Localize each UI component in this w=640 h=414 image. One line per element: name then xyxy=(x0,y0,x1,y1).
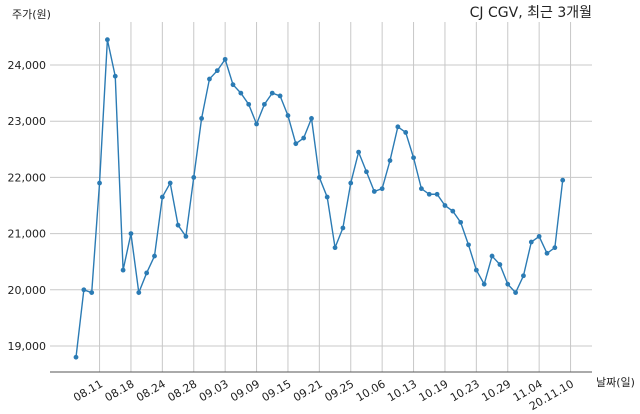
x-tick-label: 09.09 xyxy=(228,377,262,404)
x-tick-label: 09.25 xyxy=(322,377,356,404)
data-point xyxy=(371,189,377,194)
data-point xyxy=(254,121,259,127)
x-tick-label: 09.15 xyxy=(260,377,294,404)
data-point xyxy=(199,115,205,121)
data-point xyxy=(473,267,479,273)
data-point xyxy=(277,93,283,99)
data-point xyxy=(458,219,464,225)
x-axis-label: 날짜(일) xyxy=(596,375,635,389)
data-point xyxy=(521,273,526,279)
y-tick-label: 21,000 xyxy=(8,228,47,241)
grid-lines xyxy=(50,22,592,372)
data-point xyxy=(364,169,369,175)
data-point xyxy=(411,155,416,161)
x-tick-label: 08.24 xyxy=(134,377,168,404)
data-point xyxy=(285,113,291,118)
data-point xyxy=(73,354,79,360)
series-points xyxy=(73,37,566,360)
x-tick-label: 10.19 xyxy=(417,377,451,404)
data-point xyxy=(293,141,299,147)
data-point xyxy=(387,158,393,163)
data-point xyxy=(112,73,118,79)
y-tick-label: 22,000 xyxy=(8,171,47,184)
chart-title: CJ CGV, 최근 3개월 xyxy=(470,5,592,21)
x-tick-label: 10.23 xyxy=(448,377,482,404)
data-point xyxy=(324,194,330,200)
x-axis-ticks: 08.1108.1808.2408.2809.0309.0909.1509.21… xyxy=(71,377,576,413)
data-point xyxy=(552,245,558,251)
data-point xyxy=(332,245,338,251)
data-point xyxy=(167,180,173,186)
data-point xyxy=(434,191,440,197)
data-point xyxy=(214,68,220,74)
y-axis-ticks: 19,000 20,000 21,000 22,000 23,000 24,000 xyxy=(8,59,47,353)
data-point xyxy=(81,287,87,293)
data-point xyxy=(246,101,252,107)
data-point xyxy=(309,115,314,121)
data-point xyxy=(528,239,534,245)
data-point xyxy=(419,186,424,192)
data-point xyxy=(97,180,102,186)
x-tick-label: 08.11 xyxy=(71,377,105,404)
data-point xyxy=(544,250,550,256)
data-point xyxy=(222,56,228,62)
y-tick-label: 19,000 xyxy=(8,340,47,353)
data-point xyxy=(136,290,142,296)
x-tick-label: 09.03 xyxy=(197,377,231,404)
data-point xyxy=(560,177,566,183)
x-tick-label: 10.29 xyxy=(479,377,513,404)
x-tick-label: 10.13 xyxy=(385,377,419,404)
data-point xyxy=(89,290,95,296)
data-point xyxy=(536,234,542,239)
data-point xyxy=(356,149,361,155)
y-tick-label: 23,000 xyxy=(8,115,47,128)
data-point xyxy=(207,76,212,82)
data-point xyxy=(183,234,189,239)
data-point xyxy=(505,281,511,287)
data-point xyxy=(442,203,448,208)
data-point xyxy=(340,225,346,231)
y-tick-label: 20,000 xyxy=(8,284,47,297)
data-point xyxy=(379,186,385,192)
data-point xyxy=(128,231,134,237)
data-point xyxy=(152,253,157,259)
data-point xyxy=(159,194,165,200)
data-point xyxy=(450,208,456,214)
data-point xyxy=(497,262,503,267)
data-point xyxy=(269,90,275,96)
data-point xyxy=(403,130,409,135)
x-tick-label: 09.21 xyxy=(291,377,325,404)
data-point xyxy=(230,82,236,88)
data-point xyxy=(120,267,126,273)
data-point xyxy=(481,281,487,287)
data-point xyxy=(144,270,150,276)
data-point xyxy=(105,37,110,43)
data-point xyxy=(395,124,401,130)
data-point xyxy=(489,253,495,259)
data-point xyxy=(301,135,307,141)
data-point xyxy=(348,180,354,186)
data-point xyxy=(262,101,267,107)
data-point xyxy=(513,290,518,296)
data-point xyxy=(238,90,244,96)
y-axis-label: 주가(원) xyxy=(12,8,51,21)
x-tick-label: 10.06 xyxy=(354,377,388,404)
y-tick-label: 24,000 xyxy=(8,59,47,72)
data-point xyxy=(466,242,471,248)
data-point xyxy=(175,222,181,228)
data-point xyxy=(426,191,432,197)
x-tick-label: 08.18 xyxy=(103,377,137,404)
data-point xyxy=(191,175,197,180)
data-point xyxy=(316,175,322,180)
x-tick-label: 08.28 xyxy=(165,377,199,404)
